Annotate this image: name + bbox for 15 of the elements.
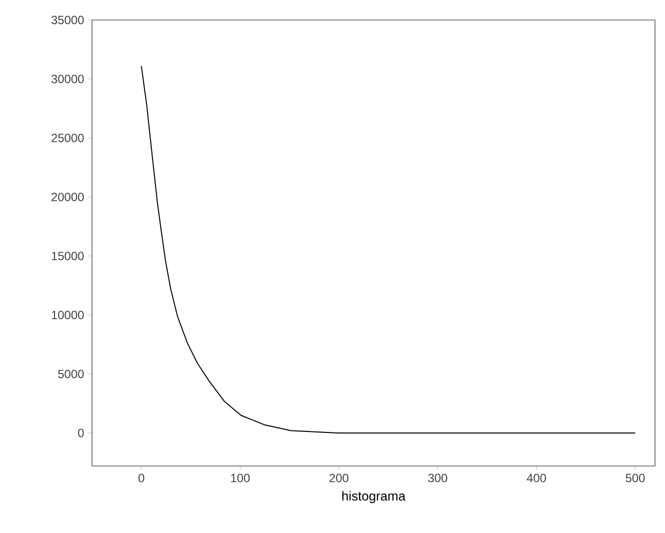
y-tick-label: 30000 [51, 74, 84, 84]
x-tick-label: 400 [526, 474, 546, 482]
x-tick-label: 200 [330, 474, 348, 482]
y-tick-label: 5000 [58, 370, 84, 378]
y-tick-label: 20000 [52, 192, 84, 202]
y-tick-label: 0 [78, 428, 84, 438]
y-tick-label: 15000 [52, 252, 84, 260]
y-tick-label: 25000 [52, 134, 84, 142]
x-tick-label: 500 [626, 474, 645, 482]
x-tick-label: 0 [138, 474, 144, 482]
y-tick-label: 10000 [52, 310, 84, 320]
x-axis-title: histograma [342, 491, 406, 504]
x-tick-label: 300 [428, 474, 448, 482]
x-tick-label: 100 [231, 474, 250, 482]
y-tick-label: 35000 [51, 16, 84, 24]
